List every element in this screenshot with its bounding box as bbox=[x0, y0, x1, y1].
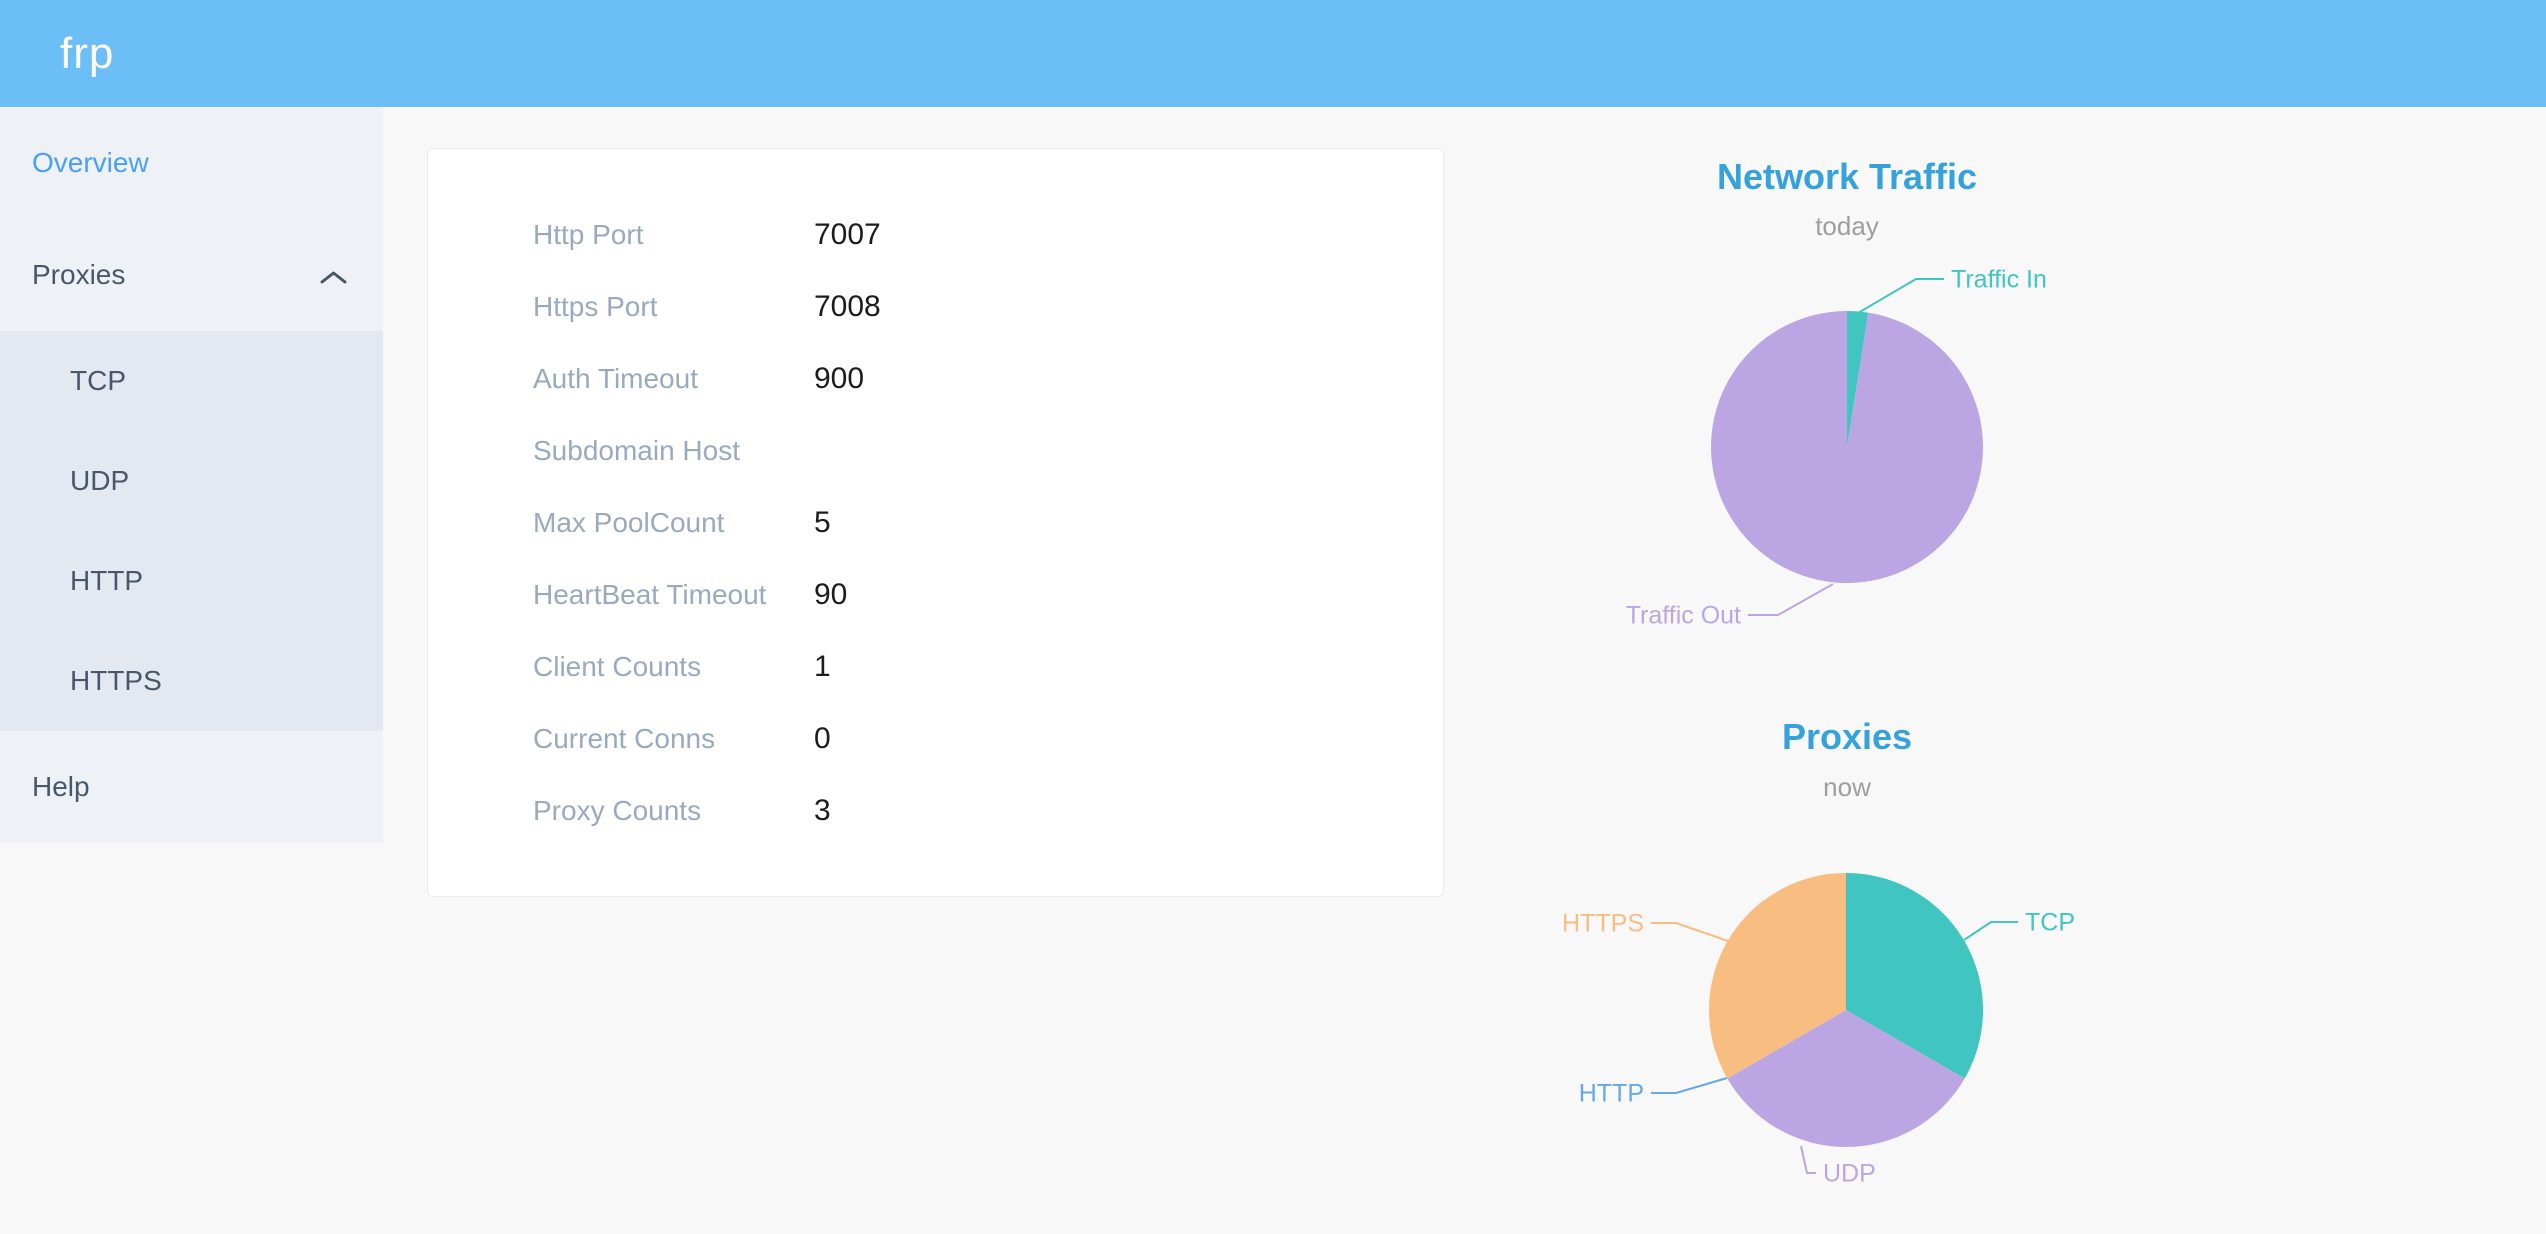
sidebar-item-proxies[interactable]: Proxies bbox=[0, 219, 383, 331]
config-row: Current Conns 0 bbox=[428, 703, 1443, 775]
sidebar-item-https[interactable]: HTTPS bbox=[0, 631, 383, 731]
config-row-label: Proxy Counts bbox=[533, 795, 702, 826]
config-row: Max PoolCount 5 bbox=[428, 487, 1443, 559]
pie-label-line-traffic-in bbox=[1857, 278, 1944, 314]
sidebar-item-tcp-label: TCP bbox=[70, 365, 126, 396]
sidebar-submenu-proxies: TCP UDP HTTP HTTPS bbox=[0, 331, 383, 731]
pie-slice-traffic-in[interactable] bbox=[1847, 311, 1869, 447]
config-row-value: 7008 bbox=[814, 290, 881, 323]
sidebar-item-proxies-label: Proxies bbox=[32, 259, 126, 290]
pie-label-line-https bbox=[1651, 922, 1729, 942]
sidebar-item-udp[interactable]: UDP bbox=[0, 431, 383, 531]
config-row: Http Port 7007 bbox=[428, 199, 1443, 271]
server-config-rows: Http Port 7007 Https Port 7008 Auth Timeout 9… bbox=[428, 199, 1443, 847]
config-row-value: 7007 bbox=[814, 218, 881, 251]
config-row-value: 90 bbox=[814, 578, 848, 611]
pie-label-tcp: TCP bbox=[2025, 909, 2075, 937]
pie-label-line-http bbox=[1651, 1077, 1728, 1094]
config-row-value: 1 bbox=[814, 650, 831, 683]
config-row-value: 5 bbox=[814, 506, 831, 539]
sidebar-item-overview-label: Overview bbox=[32, 147, 149, 178]
pie-label-line-traffic-out bbox=[1748, 583, 1834, 616]
sidebar-item-help-label: Help bbox=[32, 771, 90, 802]
chevron-up-icon bbox=[320, 259, 347, 291]
chart-title-proxies: Proxies bbox=[1781, 716, 1913, 757]
chart-subtitle-network-traffic: today bbox=[1815, 211, 1879, 241]
config-row: Subdomain Host bbox=[428, 415, 1443, 487]
sidebar-item-tcp[interactable]: TCP bbox=[0, 331, 383, 431]
sidebar-item-http[interactable]: HTTP bbox=[0, 531, 383, 631]
sidebar-item-overview[interactable]: Overview bbox=[0, 107, 383, 219]
config-row-label: Http Port bbox=[533, 219, 644, 250]
sidebar-item-help[interactable]: Help bbox=[0, 731, 383, 843]
sidebar: Overview Proxies TCP UDP HTTP HTTPS bbox=[0, 107, 383, 843]
app-header: frp bbox=[0, 0, 2546, 107]
sidebar-item-https-label: HTTPS bbox=[70, 665, 162, 696]
config-row-label: Https Port bbox=[533, 291, 658, 322]
pie-slice-traffic-out[interactable] bbox=[1711, 311, 1983, 583]
chart-subtitle-proxies: now bbox=[1823, 772, 1871, 802]
config-row: Client Counts 1 bbox=[428, 631, 1443, 703]
config-row-value: 900 bbox=[814, 362, 865, 395]
config-row-label: HeartBeat Timeout bbox=[533, 579, 767, 610]
config-row-label: Auth Timeout bbox=[533, 363, 698, 394]
config-row: Proxy Counts 3 bbox=[428, 775, 1443, 847]
pie-slice-tcp[interactable] bbox=[1846, 873, 1983, 1079]
pie-label-line-tcp bbox=[1963, 921, 2018, 941]
sidebar-item-http-label: HTTP bbox=[70, 565, 144, 596]
pie-label-https: HTTPS bbox=[1562, 910, 1644, 938]
pie-slice-https[interactable] bbox=[1709, 873, 1846, 1079]
config-row-value: 3 bbox=[814, 794, 831, 827]
config-row: Https Port 7008 bbox=[428, 271, 1443, 343]
config-row: HeartBeat Timeout 90 bbox=[428, 559, 1443, 631]
config-row-label: Client Counts bbox=[533, 651, 702, 682]
config-row-label: Subdomain Host bbox=[533, 435, 741, 466]
config-row-value: 0 bbox=[814, 722, 831, 755]
pie-label-traffic-out: Traffic Out bbox=[1626, 602, 1741, 630]
pie-label-line-udp bbox=[1800, 1145, 1816, 1174]
config-row: Auth Timeout 900 bbox=[428, 343, 1443, 415]
config-row-label: Max PoolCount bbox=[533, 507, 725, 538]
app-logo: frp bbox=[60, 28, 115, 78]
chart-title-network-traffic: Network Traffic bbox=[1716, 156, 1978, 197]
server-config-card: Http Port 7007 Https Port 7008 Auth Timeout 9… bbox=[427, 148, 1444, 897]
pie-label-http: HTTP bbox=[1579, 1080, 1644, 1108]
sidebar-item-udp-label: UDP bbox=[70, 465, 130, 496]
pie-label-udp: UDP bbox=[1823, 1160, 1876, 1188]
pie-label-traffic-in: Traffic In bbox=[1951, 266, 2047, 294]
config-row-label: Current Conns bbox=[533, 723, 716, 754]
